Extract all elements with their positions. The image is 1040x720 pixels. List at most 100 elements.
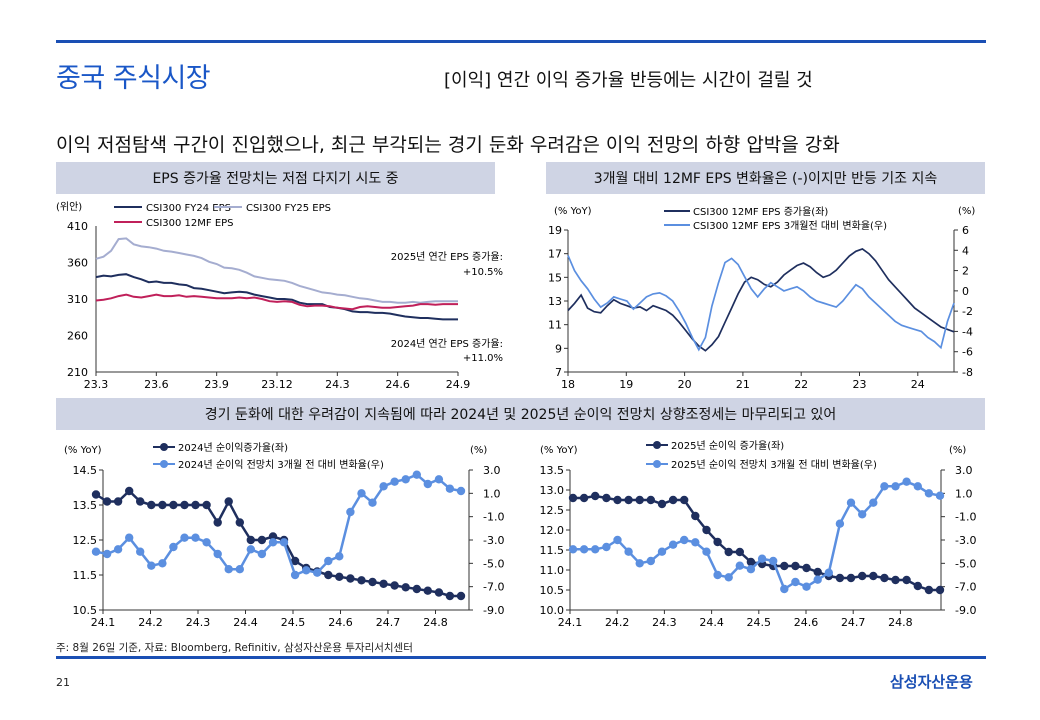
y-tick-label-left: 13.5 [540,464,565,477]
y-tick-label-left: 12.5 [540,504,565,517]
x-tick-label: 24.3 [325,378,350,391]
data-point [802,582,811,591]
data-point [102,549,112,559]
x-tick-label: 23.6 [144,378,169,391]
data-point [713,570,722,580]
x-tick-label: 24 [911,378,925,391]
data-point [846,498,856,507]
series-line [95,293,458,311]
y-tick-label-right: 3.0 [955,464,973,477]
data-point [279,538,289,547]
left-unit-label: (% YoY) [64,445,102,456]
bottom-rule [56,656,986,659]
data-point [746,565,756,574]
data-point [390,477,399,486]
x-tick-label: 24.5 [747,616,772,629]
y-tick-label-left: 11.5 [73,569,98,582]
data-point [591,491,600,501]
legend-marker [653,460,661,468]
y-tick-label-left: 12.5 [73,534,98,547]
x-tick-label: 23.12 [261,378,293,391]
page-number: 21 [56,676,70,689]
data-point [202,500,211,510]
x-tick-label: 24.6 [385,378,410,391]
data-point [147,561,156,570]
y-tick-label-right: -5.0 [483,557,504,570]
data-point [724,573,733,582]
data-point [91,490,101,499]
legend-label: CSI300 12MF EPS 증가율(좌) [693,206,828,218]
top-rule [56,40,986,43]
y-tick-label-right: -1.0 [955,511,976,524]
annotation-text: +11.0% [463,353,503,364]
section-title: 중국 주식시장 [56,63,211,94]
x-tick-label: 24.6 [794,616,819,629]
right-unit-label: (%) [958,206,975,217]
data-point [268,532,278,541]
series-line [95,273,458,321]
data-point [102,497,112,506]
data-point [735,561,744,570]
y-tick-label-right: 3.0 [483,464,501,477]
x-tick-label: 24.9 [446,378,471,391]
y-tick-label-left: 15 [548,271,562,284]
data-point [902,477,911,486]
panel1-title: EPS 증가율 전망치는 저점 다지기 시도 중 [56,162,495,194]
right-unit-label: (%) [949,445,966,456]
legend-label: CSI300 FY25 EPS [246,203,331,214]
x-tick-label: 21 [736,378,750,391]
y-tick-label-right: -2 [962,305,973,318]
data-point [202,538,211,547]
x-tick-label: 24.3 [652,616,677,629]
data-point [702,547,711,556]
data-point [246,545,255,554]
data-point [191,500,200,510]
data-point [445,484,455,493]
data-point [924,489,934,498]
y-tick-label-right: -9.0 [483,604,504,617]
data-point [735,547,744,557]
bottom-title-text: 경기 둔화에 대한 우려감이 지속됨에 따라 2024년 및 2025년 순이익… [204,407,837,423]
data-point [423,479,432,489]
series-line [95,489,461,598]
x-tick-label: 24.7 [376,616,401,629]
x-tick-label: 22 [794,378,808,391]
data-point [368,577,377,587]
data-point [335,572,344,581]
data-point [757,554,767,563]
bottom-title: 경기 둔화에 대한 우려감이 지속됨에 따라 2024년 및 2025년 순이익… [56,398,985,430]
x-tick-label: 24.6 [328,616,353,629]
data-point [158,559,167,568]
data-point [180,500,189,510]
headline: 이익 저점탐색 구간이 진입했으나, 최근 부각되는 경기 둔화 우려감은 이익… [56,134,840,156]
data-point [913,581,922,591]
y-tick-label-right: -9.0 [955,604,976,617]
x-tick-label: 24.7 [841,616,866,629]
data-point [835,573,845,583]
data-point [657,547,667,556]
data-point [379,482,388,491]
data-point [456,591,466,601]
data-point [635,495,644,505]
data-point [136,497,145,506]
data-point [680,495,689,505]
left-unit-label: (% YoY) [540,445,578,456]
data-point [858,571,867,581]
data-point [869,571,878,581]
series-line [567,247,955,352]
data-point [891,482,900,491]
data-point [335,552,344,561]
data-point [835,519,845,528]
y-tick-label-right: -3.0 [955,534,976,547]
data-point [780,561,789,571]
y-tick-label-right: -7.0 [955,581,976,594]
x-tick-label: 24.8 [888,616,913,629]
annotation-text: 2025년 연간 EPS 증가율: [391,251,503,263]
data-point [602,542,611,552]
page-subtitle: [이익] 연간 이익 증가율 반등에는 시간이 걸릴 것 [444,70,813,91]
data-point [746,557,756,567]
data-point [257,535,267,545]
data-point [624,547,633,556]
y-tick-label-left: 13 [548,295,562,308]
data-point [657,499,667,509]
